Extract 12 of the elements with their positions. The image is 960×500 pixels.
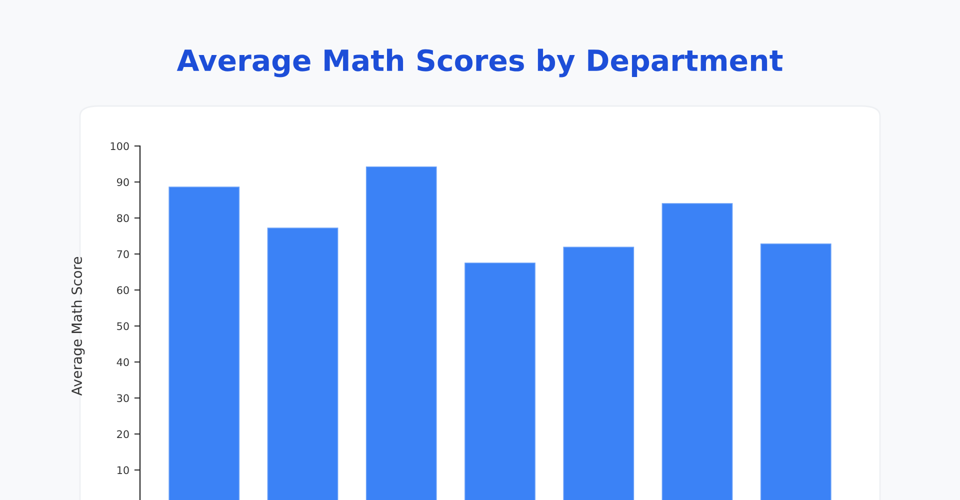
y-tick-label: 60 [117,286,129,294]
y-axis-title: Average Math Score [71,256,85,396]
y-tick-label: 50 [117,322,129,330]
y-tick-label: 70 [117,250,129,258]
y-tick-label: 100 [110,142,129,150]
chart-title: Average Math Scores by Department [176,48,783,78]
y-tick-label: 10 [117,466,129,474]
y-tick-label: 40 [116,358,129,366]
y-tick-label: 30 [117,394,129,402]
y-tick-label: 20 [117,430,129,438]
y-tick-label: 90 [116,178,129,186]
y-tick-label: 80 [117,214,129,222]
